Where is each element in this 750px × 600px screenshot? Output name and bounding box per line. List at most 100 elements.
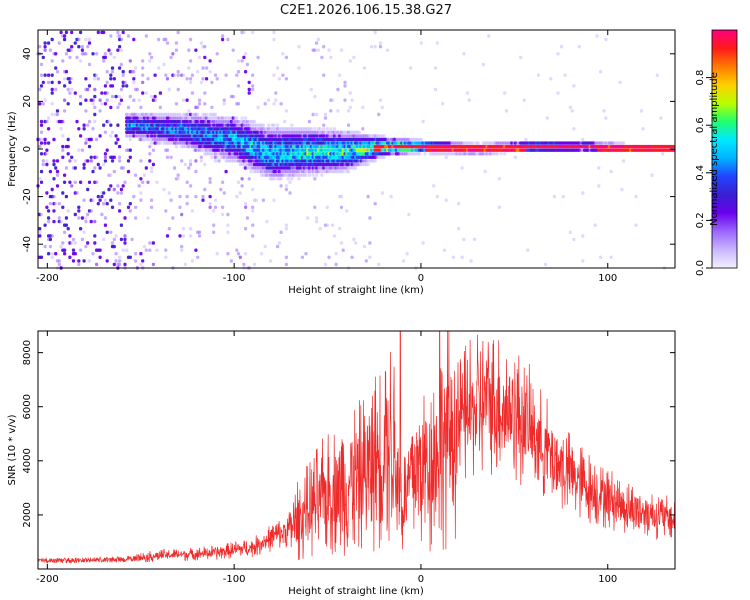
spectrogram-cell [224,73,228,77]
spectrogram-cell [210,80,214,85]
spectrogram-cell [332,127,336,131]
spectrogram-cell [121,84,125,88]
spectrogram-cell [208,205,212,209]
spectrogram-cell [251,30,255,35]
spectrogram-cell [176,73,180,77]
spectrogram-cell [43,98,47,102]
spectrogram-cell [50,91,54,95]
spectrogram-cell [373,159,377,163]
spectrogram-cell [169,55,173,60]
spectrogram-cell [103,84,107,88]
spectrogram-cell [187,109,191,113]
spectrogram-cell [57,80,61,85]
spectrogram-cell [91,127,95,131]
snr-ylabel: SNR (10 * v/v) [7,414,18,485]
spectrogram-cell [73,91,77,95]
spectrogram-cell [142,173,147,177]
spectrogram-cell [274,98,278,102]
spectrogram-cell [110,205,115,209]
spectrogram-cell [242,55,246,60]
spectrogram-ytick-label: 40 [22,47,33,60]
spectrogram-cell [272,123,276,127]
spectrogram-cell [109,123,113,127]
spectrogram-cell [47,73,51,77]
spectrogram-cell [128,255,132,259]
snr-xtick-label: -100 [223,574,246,585]
spectrogram-cell [593,223,597,227]
spectrogram-cell [86,159,90,163]
spectrogram-cell [148,59,152,63]
spectrogram-cell [39,169,44,174]
spectrogram-cell [244,116,248,120]
spectrogram-cell [304,252,308,256]
spectrogram-cell [496,152,500,156]
spectrogram-cell [102,237,106,242]
spectrogram-cell [189,234,193,238]
spectrogram-cell [96,77,100,81]
spectrogram-cell [251,73,255,77]
spectrogram-cell [118,209,122,213]
spectrogram-cell [178,112,182,117]
spectrogram-cell [208,177,212,181]
spectrogram-cell [61,155,65,159]
spectrogram-cell [208,202,212,206]
spectrogram-cell [205,66,209,70]
spectrogram-cell [189,184,193,188]
spectrogram-cell [48,48,52,52]
spectrogram-cell [93,112,97,117]
spectrogram-cell [121,70,125,74]
spectrogram-cell [162,187,166,192]
spectrogram-cell [45,119,49,124]
spectrogram-cell [134,259,138,263]
spectrogram-cell [318,227,322,231]
spectrogram-cell [139,177,143,181]
spectrogram-cell [95,180,99,184]
spectrogram-cell [572,237,576,242]
spectrogram-cell [213,112,218,117]
spectrogram-cell [504,109,509,113]
spectrogram-cell [70,30,74,35]
spectrogram-cell [235,248,239,252]
spectrogram-cell [139,105,143,110]
spectrogram-cell [187,66,191,70]
spectrogram-cell [80,48,84,52]
spectrogram-cell [373,202,377,206]
spectrogram-cell [144,248,148,252]
spectrogram-cell [55,109,60,113]
spectrogram-cell [41,80,45,85]
spectrogram-cell [366,194,370,199]
spectrogram-cell [334,262,338,267]
spectrogram-cell [82,259,86,263]
spectrogram-cell [126,159,131,163]
spectrogram-cell [244,205,248,209]
spectrogram-cell [284,255,288,259]
spectrogram-cell [50,187,54,192]
spectrogram-cell [139,159,143,163]
spectrogram-cell [354,166,358,170]
spectrogram-cell [196,112,200,117]
colorbar-tick-label: 0.8 [695,70,706,86]
spectrogram-cell [66,144,70,149]
spectrogram-cell [48,237,52,242]
spectrogram-cell [141,73,145,77]
spectrogram-cell [59,244,63,249]
spectrogram-cell [109,73,113,77]
spectrogram-cell [157,37,161,42]
spectrogram-cell [112,262,116,267]
colorbar-tick-label: 0.0 [695,260,706,276]
spectrogram-cell [38,230,42,234]
spectrogram-cell [98,134,102,138]
spectrogram-cell [158,141,162,145]
spectrogram-cell [325,127,329,131]
spectrogram-cell [70,241,74,245]
spectrogram-cell [87,62,92,67]
spectrogram-cell [84,244,88,249]
spectrogram-cell [57,41,61,45]
spectrogram-cell [96,194,100,199]
spectrogram-cell [50,87,54,92]
spectrogram-ytick-label: 20 [22,95,33,108]
spectrogram-cell [284,187,288,192]
spectrogram-cell [208,70,212,74]
spectrogram-cell [63,180,67,184]
